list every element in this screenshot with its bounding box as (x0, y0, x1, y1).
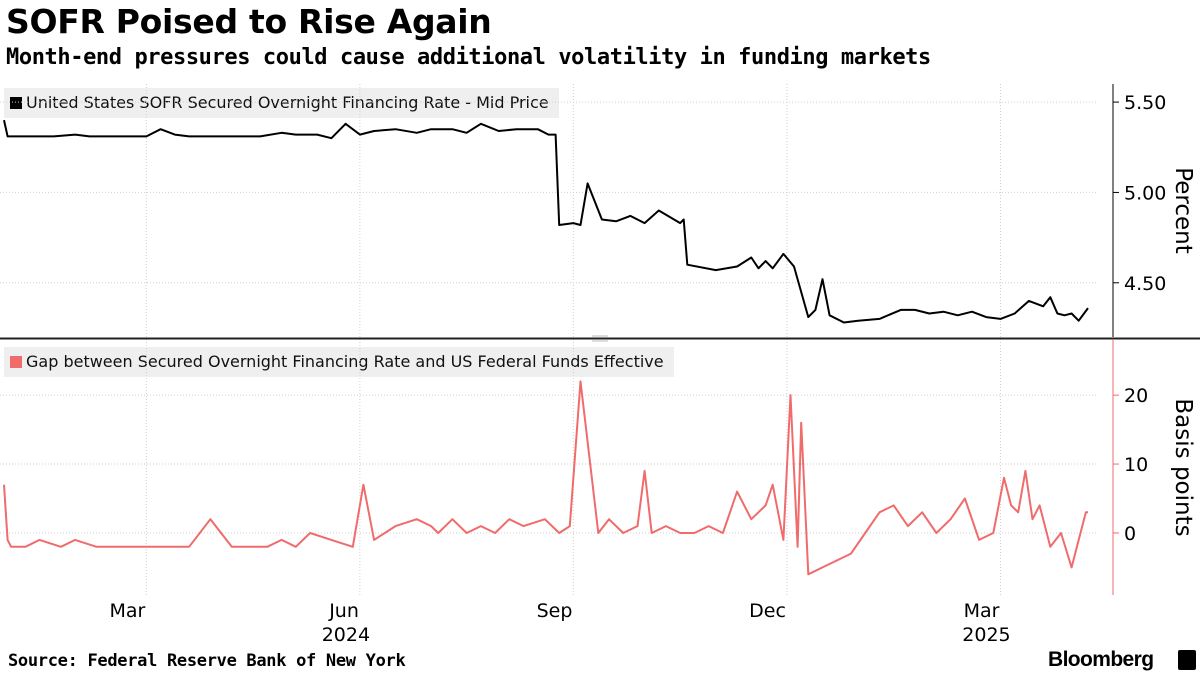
bloomberg-terminal-icon (1178, 650, 1196, 670)
chart-title: SOFR Poised to Rise Again (6, 2, 492, 41)
legend-sofr: United States SOFR Secured Overnight Fin… (4, 88, 559, 118)
legend-label-gap: Gap between Secured Overnight Financing … (26, 352, 664, 371)
y-tick-label: 5.50 (1124, 92, 1166, 114)
y-tick-label: 4.50 (1124, 273, 1166, 295)
x-year-label: 2025 (962, 624, 1010, 646)
source-note: Source: Federal Reserve Bank of New York (8, 651, 406, 671)
series-line-gap (3, 380, 1088, 576)
y-tick-label: 0 (1124, 523, 1136, 545)
legend-swatch-gap (10, 356, 22, 368)
y-tick-label: 5.00 (1124, 182, 1166, 204)
x-tick-label: Sep (537, 600, 573, 622)
series-line-sofr (3, 119, 1089, 324)
brand-logo: Bloomberg (1048, 648, 1154, 671)
x-tick-label: Mar (109, 600, 145, 622)
y-axis-title-gap: Basis points (1170, 398, 1196, 536)
legend-gap: Gap between Secured Overnight Financing … (4, 347, 674, 377)
y-tick-label: 10 (1124, 454, 1148, 476)
legend-swatch-sofr (10, 97, 22, 109)
x-tick-label: Mar (964, 600, 1000, 622)
y-axis-title-sofr: Percent (1170, 167, 1196, 254)
legend-label-sofr: United States SOFR Secured Overnight Fin… (26, 93, 549, 112)
chart-subtitle: Month-end pressures could cause addition… (6, 45, 931, 70)
y-tick-label: 20 (1124, 385, 1148, 407)
x-tick-label: Jun (328, 600, 359, 622)
x-tick-label: Dec (749, 600, 786, 622)
x-year-label: 2024 (322, 624, 370, 646)
